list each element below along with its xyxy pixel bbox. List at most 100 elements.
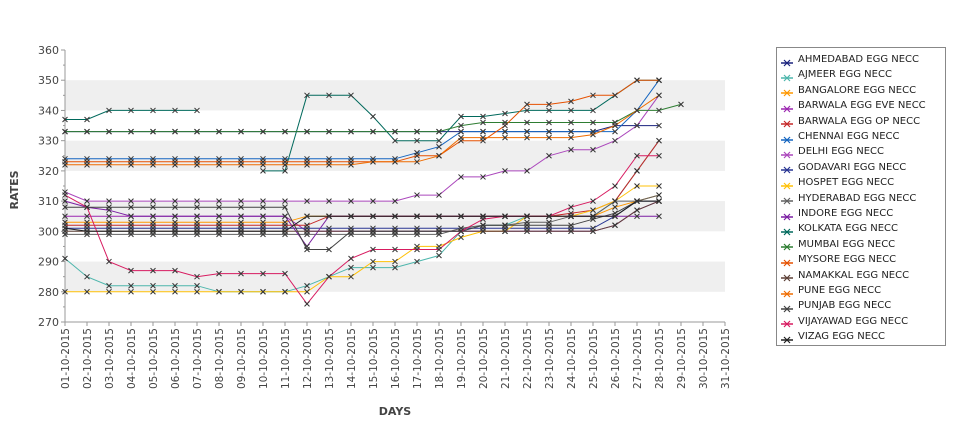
x-tick-label: 04-10-2015	[126, 328, 138, 389]
data-point	[194, 282, 200, 289]
legend-swatch	[781, 192, 793, 205]
data-point	[150, 204, 156, 211]
data-point	[62, 198, 68, 204]
x-tick-label: 19-10-2015	[456, 328, 468, 389]
data-point	[62, 225, 68, 232]
x-tick-label: 25-10-2015	[588, 328, 600, 389]
legend-item: AHMEDABAD EGG NECC	[781, 52, 919, 67]
series-vizag-egg-necc	[62, 198, 662, 235]
data-point	[414, 128, 420, 135]
data-point	[414, 213, 420, 220]
data-point	[304, 161, 310, 168]
data-point	[84, 161, 90, 168]
series-pune-egg-necc	[62, 92, 662, 168]
data-point	[172, 161, 178, 168]
data-point	[84, 213, 90, 220]
x-tick-label: 09-10-2015	[236, 328, 248, 389]
legend-label: DELHI EGG NECC	[798, 146, 884, 158]
data-point	[128, 267, 134, 274]
data-point	[150, 288, 156, 295]
data-point	[348, 161, 354, 168]
data-point	[568, 128, 574, 135]
data-point	[348, 273, 354, 280]
data-point	[128, 228, 134, 235]
data-point	[678, 101, 684, 108]
data-point	[216, 270, 222, 277]
data-point	[634, 122, 640, 129]
x-tick-label: 18-10-2015	[434, 328, 446, 389]
data-point	[656, 137, 662, 144]
data-point	[392, 228, 398, 235]
data-point	[392, 158, 398, 165]
data-point	[194, 288, 200, 295]
x-tick-label: 05-10-2015	[148, 328, 160, 389]
data-point	[370, 246, 376, 253]
data-point	[128, 161, 134, 168]
x-axis: 01-10-2015 02-10-2015 03-10-2015 04-10-2015…	[60, 322, 732, 389]
y-tick-label: 310	[38, 195, 59, 208]
data-point	[128, 204, 134, 211]
data-point	[612, 222, 618, 229]
x-tick-label: 30-10-2015	[698, 328, 710, 389]
x-tick-label: 17-10-2015	[412, 328, 424, 389]
grid-band	[65, 80, 725, 111]
data-point	[106, 258, 112, 265]
x-tick-label: 21-10-2015	[500, 328, 512, 389]
data-point	[546, 152, 552, 159]
data-point	[84, 198, 90, 204]
data-point	[370, 113, 376, 120]
x-tick-label: 06-10-2015	[170, 328, 182, 389]
data-point	[216, 128, 222, 135]
legend-label: AJMEER EGG NECC	[798, 69, 892, 81]
data-point	[546, 213, 552, 220]
data-point	[260, 270, 266, 277]
data-point	[524, 134, 530, 141]
data-point	[502, 122, 508, 129]
data-point	[304, 288, 310, 295]
series-line	[65, 194, 660, 235]
data-point	[568, 134, 574, 141]
legend-swatch	[781, 100, 793, 113]
legend-label: NAMAKKAL EGG NECC	[798, 269, 910, 281]
data-point	[436, 228, 442, 235]
data-point	[590, 198, 596, 204]
legend-label: PUNJAB EGG NECC	[798, 300, 892, 312]
data-point	[568, 222, 574, 229]
series-line	[64, 155, 659, 305]
legend-label: GODAVARI EGG NECC	[798, 161, 907, 173]
data-point	[348, 213, 354, 220]
data-point	[172, 288, 178, 295]
data-point	[590, 107, 596, 114]
legend-label: MYSORE EGG NECC	[798, 254, 897, 266]
y-tick-label: 280	[38, 286, 59, 299]
data-point	[106, 128, 112, 135]
data-point	[480, 134, 486, 141]
data-point	[370, 213, 376, 220]
data-point	[304, 282, 310, 289]
data-point	[502, 168, 508, 174]
data-point	[634, 77, 640, 84]
legend-swatch	[781, 177, 793, 190]
data-point	[590, 213, 596, 220]
data-point	[392, 128, 398, 135]
data-point	[634, 107, 640, 114]
data-point	[326, 213, 332, 220]
data-point	[392, 198, 398, 204]
legend-swatch	[781, 254, 793, 267]
data-point	[304, 128, 310, 135]
data-point	[370, 264, 376, 271]
legend-item: AJMEER EGG NECC	[781, 67, 892, 82]
data-point	[656, 122, 662, 129]
legend-label: KOLKATA EGG NECC	[798, 223, 899, 235]
data-point	[634, 198, 640, 204]
data-point	[260, 288, 266, 295]
data-point	[238, 213, 244, 220]
data-point	[370, 158, 376, 165]
data-point	[348, 255, 354, 262]
data-point	[414, 158, 420, 165]
data-point	[282, 213, 288, 220]
data-point	[304, 198, 310, 204]
data-point	[172, 282, 178, 289]
data-point	[480, 119, 486, 126]
data-point	[634, 207, 640, 214]
